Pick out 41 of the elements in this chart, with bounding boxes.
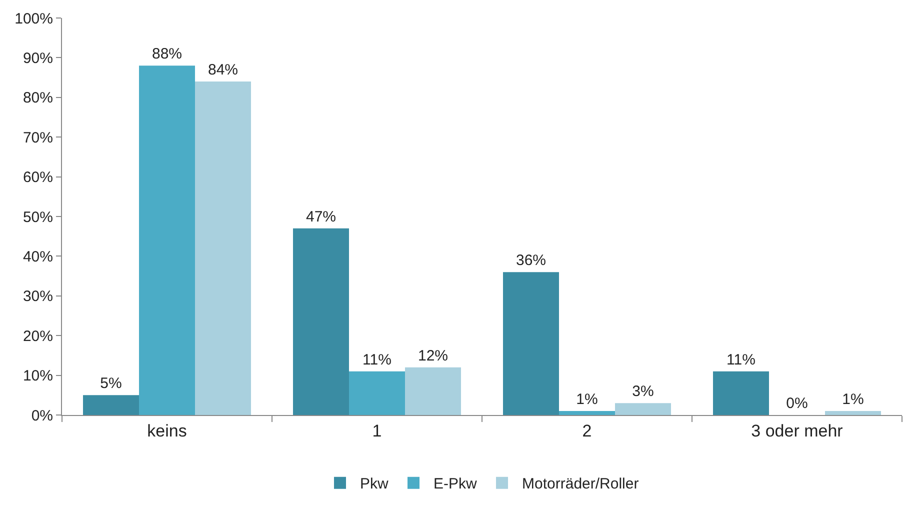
data-label: 36%	[516, 252, 546, 270]
bar	[83, 395, 139, 415]
data-label: 3%	[632, 383, 654, 400]
x-tick-label: 3 oder mehr	[751, 421, 844, 440]
y-tick-label: 0%	[31, 407, 53, 424]
x-tick-label: 2	[582, 421, 592, 440]
y-tick-label: 10%	[22, 368, 53, 385]
data-label: 84%	[208, 62, 238, 79]
data-label: 47%	[306, 208, 336, 226]
bar	[139, 66, 195, 415]
bar	[825, 411, 881, 415]
bar	[713, 371, 769, 415]
bar	[195, 82, 251, 415]
data-label: 88%	[152, 46, 182, 63]
legend-label: Pkw	[360, 476, 389, 493]
bar	[293, 228, 349, 415]
x-tick-label: 1	[372, 421, 382, 440]
y-tick-label: 40%	[22, 248, 53, 266]
y-tick-label: 60%	[22, 169, 53, 186]
y-tick-label: 50%	[22, 208, 53, 226]
y-tick-label: 20%	[22, 328, 53, 345]
data-label: 11%	[726, 351, 756, 368]
y-tick-label: 100%	[14, 10, 53, 28]
y-tick-label: 90%	[22, 50, 53, 67]
data-label: 11%	[362, 351, 392, 368]
legend-label: E-Pkw	[434, 476, 478, 493]
x-tick-label: keins	[147, 421, 187, 440]
data-label: 1%	[842, 391, 864, 408]
bar	[503, 272, 559, 415]
y-tick-label: 80%	[22, 90, 53, 107]
bar	[349, 371, 405, 415]
y-tick-label: 70%	[22, 129, 53, 146]
y-tick-label: 30%	[22, 288, 53, 306]
data-label: 12%	[418, 347, 448, 364]
data-label: 0%	[786, 395, 808, 412]
data-label: 5%	[100, 375, 122, 392]
data-label: 1%	[576, 391, 598, 408]
legend-label: Motorräder/Roller	[522, 476, 639, 493]
bar	[405, 367, 461, 415]
bar	[559, 411, 615, 415]
bar	[615, 403, 671, 415]
